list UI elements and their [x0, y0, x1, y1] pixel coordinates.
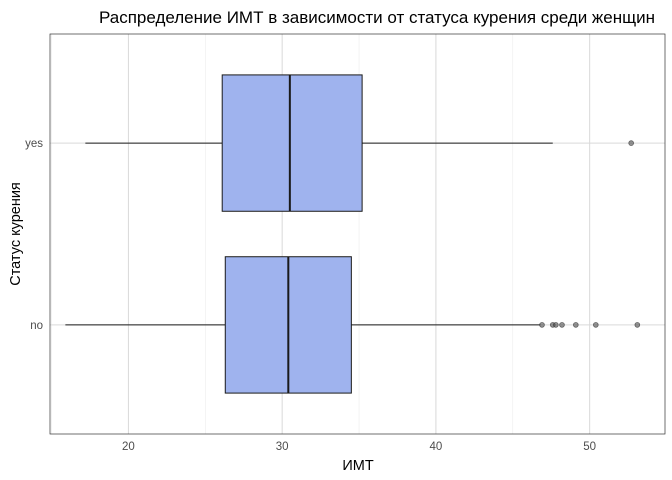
x-tick-label: 20	[122, 441, 135, 453]
x-tick-label: 30	[276, 441, 289, 453]
panel-border	[49, 33, 666, 435]
x-tick-label: 50	[583, 441, 596, 453]
y-tick-label: yes	[25, 138, 43, 150]
iqr-box	[221, 74, 363, 212]
x-axis-title: ИМТ	[342, 458, 374, 474]
outlier-point	[573, 322, 579, 328]
tick-labels: 20 30 40 50 no yes	[25, 138, 596, 453]
y-tick-label: no	[30, 320, 43, 332]
outlier-point	[559, 322, 565, 328]
outlier-point	[539, 322, 545, 328]
box-group-yes	[85, 74, 634, 212]
outlier-point	[553, 322, 559, 328]
outlier-point	[634, 322, 641, 328]
outlier-point	[628, 140, 634, 146]
boxes	[65, 74, 641, 394]
outlier-point	[593, 322, 599, 328]
y-axis-title: Статус курения	[8, 182, 24, 286]
chart-title: Распределение ИМТ в зависимости от стату…	[99, 8, 655, 27]
x-tick-label: 40	[430, 441, 443, 453]
box-group-no	[65, 256, 641, 394]
